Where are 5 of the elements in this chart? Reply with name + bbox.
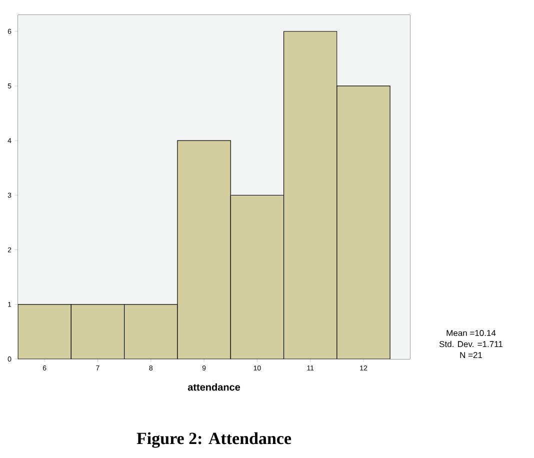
- text: N =21: [460, 352, 482, 358]
- text: Figure 2: Attendance: [136, 432, 292, 448]
- x-axis-title: attendance: [188, 383, 240, 391]
- text: Std. Dev. =1.711: [439, 340, 503, 348]
- text: Mean =10.14: [446, 330, 496, 336]
